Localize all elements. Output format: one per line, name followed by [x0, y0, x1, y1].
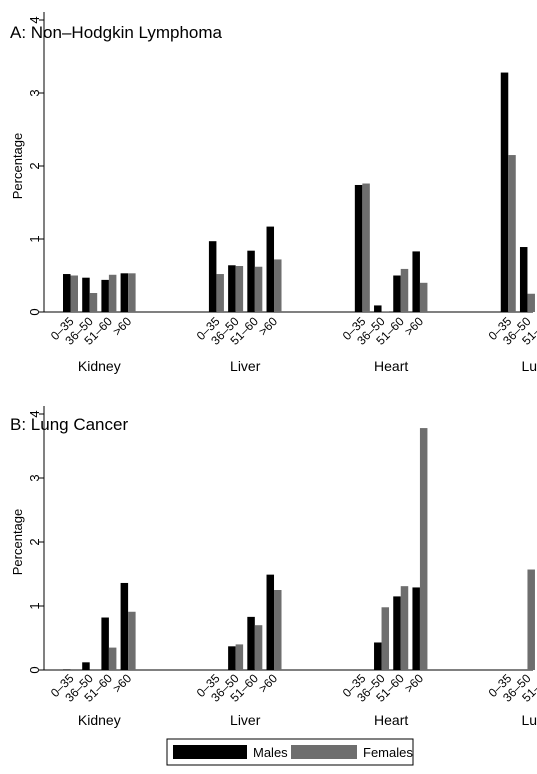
y-tick-label: 0 — [27, 666, 42, 673]
x-tick-label: >60 — [110, 314, 135, 339]
bar-males — [120, 582, 129, 670]
bar-females — [128, 611, 136, 670]
bar-females — [419, 282, 428, 312]
y-tick-label: 0 — [27, 308, 42, 315]
bar-males — [374, 642, 382, 670]
bar-females — [400, 268, 409, 312]
bar-females — [381, 607, 390, 670]
group-label: Heart — [374, 358, 408, 374]
group-label: Heart — [374, 712, 408, 728]
bar-males — [412, 587, 420, 670]
bar-males — [82, 662, 90, 670]
group-label: Lung — [521, 358, 537, 374]
bar-males — [228, 646, 236, 670]
bar-males — [266, 574, 275, 670]
y-tick-label: 3 — [27, 89, 42, 96]
y-tick-label: 2 — [27, 538, 42, 545]
bar-females — [254, 625, 263, 670]
group-label: Liver — [230, 358, 261, 374]
bar-males — [393, 275, 401, 312]
bar-males — [354, 184, 363, 312]
y-axis-label: Percentage — [10, 509, 25, 576]
bar-males — [208, 241, 217, 312]
y-tick-label: 1 — [27, 602, 42, 609]
bar-males — [63, 274, 71, 312]
panel-a-non-hodgkin-lymphoma: A: Non–Hodgkin LymphomaPercentage012340–… — [10, 12, 537, 374]
bar-males — [101, 617, 109, 670]
chart-title: B: Lung Cancer — [10, 415, 128, 434]
bar-males — [228, 265, 236, 312]
bar-males — [266, 226, 275, 312]
bar-females — [216, 274, 224, 312]
bar-males — [247, 616, 255, 670]
bar-females — [128, 273, 136, 312]
y-tick-label: 1 — [27, 235, 42, 242]
legend-label-females: Females — [363, 745, 413, 760]
bar-females — [254, 266, 263, 312]
bar-males — [120, 273, 129, 312]
bar-males — [393, 596, 401, 670]
y-tick-label: 2 — [27, 162, 42, 169]
bar-females — [235, 266, 244, 312]
bar-females — [419, 428, 428, 670]
legend: Males Females — [166, 738, 414, 766]
bar-males — [63, 669, 71, 670]
y-tick-label: 4 — [27, 16, 42, 23]
bar-females — [400, 586, 409, 670]
bar-females — [508, 155, 516, 312]
bar-females — [89, 293, 98, 312]
bar-females — [274, 259, 282, 312]
x-tick-label: >60 — [256, 314, 281, 339]
bar-females — [108, 274, 117, 312]
legend-label-males: Males — [253, 745, 288, 760]
bar-males — [519, 247, 528, 312]
group-label: Kidney — [78, 712, 121, 728]
bar-females — [527, 293, 535, 312]
bar-males — [412, 251, 420, 312]
bar-females — [70, 275, 78, 312]
legend-swatch-males — [173, 745, 247, 759]
bar-males — [82, 277, 90, 312]
y-tick-label: 3 — [27, 474, 42, 481]
bar-males — [374, 305, 382, 312]
bar-males — [101, 279, 109, 312]
bar-females — [381, 311, 390, 312]
x-tick-label: >60 — [402, 671, 427, 696]
group-label: Lung — [521, 712, 537, 728]
y-tick-label: 4 — [27, 410, 42, 417]
bar-females — [362, 183, 370, 312]
bar-females — [235, 644, 244, 670]
chart-title: A: Non–Hodgkin Lymphoma — [10, 23, 223, 42]
x-tick-label: >60 — [256, 671, 281, 696]
bar-males — [247, 250, 255, 312]
bar-males — [500, 72, 509, 312]
bar-females — [274, 590, 282, 670]
group-label: Liver — [230, 712, 261, 728]
panel-b-lung-cancer: B: Lung CancerPercentage012340–3536–5051… — [10, 406, 537, 728]
x-tick-label: >60 — [110, 671, 135, 696]
legend-swatch-females — [291, 745, 357, 759]
y-axis-label: Percentage — [10, 133, 25, 200]
x-tick-label: >60 — [402, 314, 427, 339]
group-label: Kidney — [78, 358, 121, 374]
bar-females — [527, 569, 535, 670]
bar-females — [108, 647, 117, 670]
